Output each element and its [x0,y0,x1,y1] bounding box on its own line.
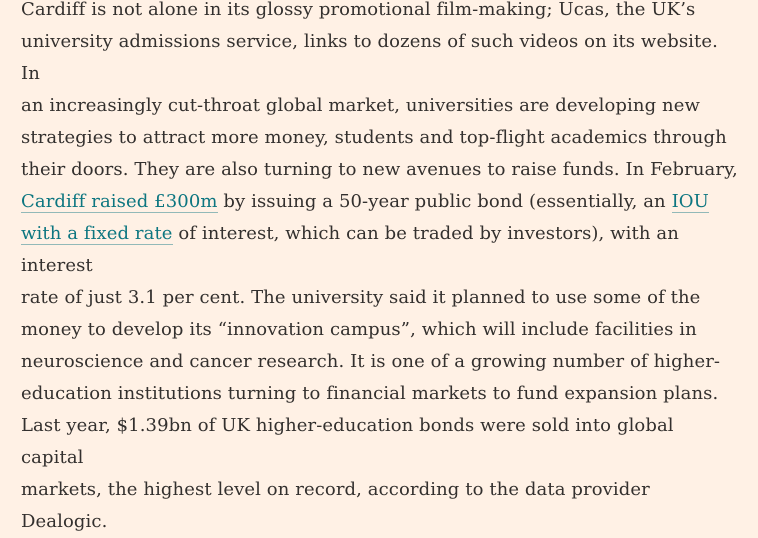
text-line: Cardiff is not alone in its glossy promo… [21,0,696,20]
text-line: their doors. They are also turning to ne… [21,159,738,180]
text-line: Last year, $1.39bn of UK higher-educatio… [21,415,674,468]
iou-fixed-rate-link-part1[interactable]: IOU [671,191,709,213]
text-line: an increasingly cut-throat global market… [21,95,700,116]
text-fragment: of interest, which can be traded by inve… [21,223,679,276]
text-line: neuroscience and cancer research. It is … [21,351,721,372]
text-fragment: by issuing a 50-year public bond (essent… [217,191,672,212]
cardiff-bond-link[interactable]: Cardiff raised £300m [21,191,218,213]
text-line: university admissions service, links to … [21,31,718,84]
iou-fixed-rate-link-part2[interactable]: with a fixed rate [21,223,173,245]
article-paragraph: Cardiff is not alone in its glossy promo… [21,0,741,538]
text-line: rate of just 3.1 per cent. The universit… [21,287,701,308]
text-line: strategies to attract more money, studen… [21,127,727,148]
text-line: markets, the highest level on record, ac… [21,479,650,532]
article-body: Cardiff is not alone in its glossy promo… [21,0,741,538]
text-line: education institutions turning to financ… [21,383,719,404]
text-line: money to develop its “innovation campus”… [21,319,697,340]
